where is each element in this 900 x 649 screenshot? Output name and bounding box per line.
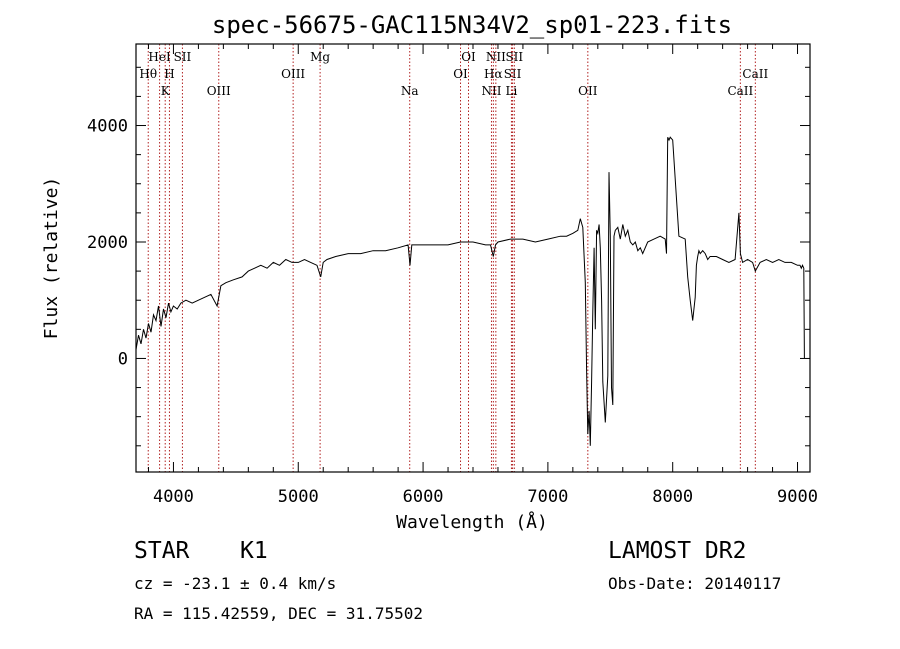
survey-name: LAMOST DR2 (608, 538, 747, 564)
spectral-line-label: Hθ (139, 67, 157, 81)
spectral-line-label: OI (461, 50, 476, 64)
spectral-line-label: H (164, 67, 174, 81)
spectral-line-label: NII (481, 84, 501, 98)
spectral-line-label: NII (486, 50, 506, 64)
spectral-line-label: CaII (727, 84, 753, 98)
sky-coordinates: RA = 115.42559, DEC = 31.75502 (134, 604, 423, 623)
x-tick-label: 4000 (153, 487, 194, 507)
spectral-line-label: CaII (742, 67, 768, 81)
spectral-line-label: SII (504, 67, 522, 81)
y-axis-label: Flux (relative) (41, 177, 62, 340)
spectral-line-label: SII (174, 50, 192, 64)
y-tick-label: 2000 (87, 233, 128, 253)
y-tick-label: 4000 (87, 117, 128, 137)
object-subclass: K1 (240, 538, 268, 564)
x-tick-label: 8000 (652, 487, 693, 507)
spectral-line-label: Li (506, 84, 518, 98)
object-class: STAR (134, 538, 190, 564)
spectral-line-label: Na (401, 84, 419, 98)
x-tick-label: 7000 (527, 487, 568, 507)
x-axis-label: Wavelength (Å) (396, 511, 548, 533)
x-tick-label: 9000 (777, 487, 818, 507)
y-tick-label: 0 (118, 349, 128, 369)
observation-date: Obs-Date: 20140117 (608, 574, 782, 593)
x-tick-label: 6000 (403, 487, 444, 507)
x-tick-label: 5000 (278, 487, 319, 507)
x-axis-ticks: 4000 5000 6000 7000 8000 9000 (147, 44, 818, 507)
spectral-line-label: HeI (148, 50, 171, 64)
spectrum-series-line (135, 136, 805, 446)
redshift-velocity: cz = -23.1 ± 0.4 km/s (134, 574, 337, 593)
spectral-line-label: SII (505, 50, 523, 64)
spectral-line-label: OII (578, 84, 598, 98)
spectral-line-label: OIII (281, 67, 305, 81)
spectral-line-label: OIII (207, 84, 231, 98)
spectral-line-label: K (161, 84, 171, 98)
spectral-line-label: Hα (484, 67, 503, 81)
spectral-line-label: OI (453, 67, 468, 81)
spectral-line-label: Mg (310, 50, 330, 64)
chart-title: spec-56675-GAC115N34V2_sp01-223.fits (212, 11, 732, 39)
y-axis-ticks: 0 2000 4000 (87, 66, 810, 447)
